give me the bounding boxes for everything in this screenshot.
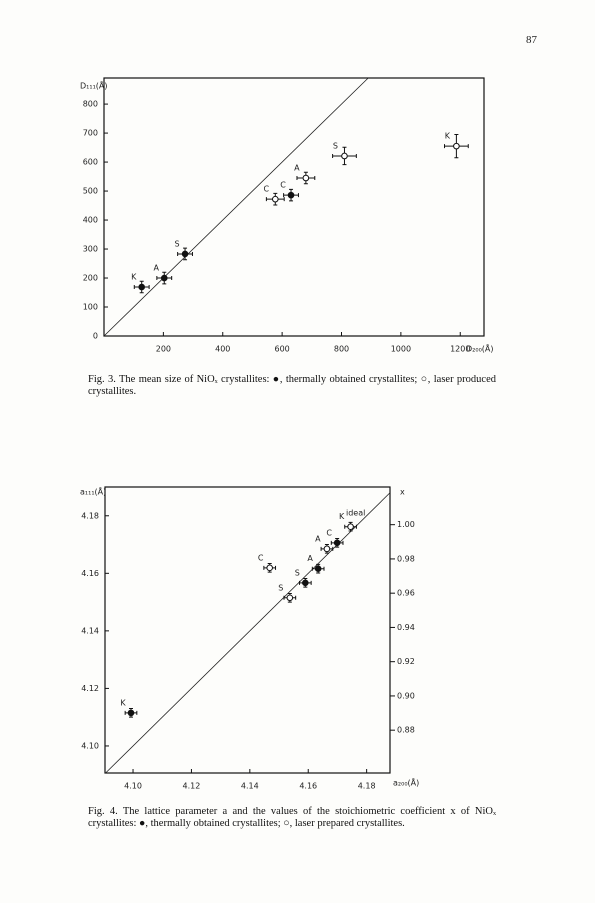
y2-tick-label: 0.94 <box>397 623 415 632</box>
data-point <box>302 579 309 587</box>
data-point <box>271 195 279 203</box>
point-label: S <box>295 568 300 577</box>
caption: Fig. 3. The mean size of NiOₓ crystallit… <box>88 374 496 397</box>
point-label: A <box>315 534 321 543</box>
y2-tick-label: 0.88 <box>397 726 415 735</box>
annotation: ideal <box>346 509 365 518</box>
data-point <box>287 191 295 199</box>
data-point <box>181 250 189 258</box>
x-tick-label: 4.14 <box>241 782 259 791</box>
plot-frame <box>104 486 391 774</box>
page-number: 87 <box>526 34 537 46</box>
y-tick-label: 4.18 <box>81 511 99 520</box>
plot-frame <box>103 77 485 337</box>
caption: Fig. 4. The lattice parameter a and the … <box>88 806 496 829</box>
y-tick-label: 4.12 <box>81 684 99 693</box>
point-label: S <box>278 583 283 592</box>
x-tick-label: 1200 <box>450 345 470 354</box>
y-tick-label: 200 <box>83 274 98 283</box>
y-tick-label: 300 <box>83 245 98 254</box>
point-label: A <box>307 554 313 563</box>
data-point <box>333 539 341 547</box>
y-tick-label: 600 <box>83 158 98 167</box>
x-tick-label: 1000 <box>391 345 411 354</box>
y-tick-label: 800 <box>83 100 98 109</box>
y2-tick-label: 1.00 <box>397 520 415 529</box>
data-point <box>127 709 135 717</box>
data-point <box>323 545 331 553</box>
x-tick-label: 800 <box>334 345 349 354</box>
data-point <box>453 142 460 150</box>
x-tick-label: 4.16 <box>299 782 317 791</box>
y-axis-label: a₁₁₁(Å) <box>80 486 106 497</box>
point-label: C <box>326 528 332 537</box>
x-tick-label: 200 <box>156 345 171 354</box>
y-axis-label: D₁₁₁(Å) <box>80 80 108 91</box>
data-point <box>286 594 294 602</box>
x-tick-label: 4.12 <box>183 782 201 791</box>
x-axis-label: a₂₀₀(Å) <box>393 777 419 788</box>
y2-tick-label: 0.90 <box>397 691 415 700</box>
ideal-line <box>105 492 391 774</box>
point-label: A <box>154 264 160 273</box>
y2-tick-label: 0.98 <box>397 554 415 563</box>
point-label: C <box>258 553 264 562</box>
y-tick-label: 500 <box>83 187 98 196</box>
point-label: K <box>445 132 451 141</box>
data-point <box>341 152 348 160</box>
y2-tick-label: 0.96 <box>397 589 415 598</box>
y-tick-label: 4.16 <box>81 569 99 578</box>
x-axis-label: D₂₀₀(Å) <box>466 343 494 354</box>
point-label: K <box>339 512 345 521</box>
y2-tick-label: 0.92 <box>397 657 415 666</box>
data-point <box>160 274 168 282</box>
y-tick-label: 4.10 <box>81 741 99 750</box>
point-label: S <box>175 239 180 248</box>
x-tick-label: 4.18 <box>358 782 376 791</box>
y-tick-label: 400 <box>83 216 98 225</box>
point-label: K <box>120 698 126 707</box>
data-point <box>138 283 146 291</box>
y-tick-label: 4.14 <box>81 626 99 635</box>
x-tick-label: 400 <box>215 345 230 354</box>
x-tick-label: 4.10 <box>124 782 142 791</box>
point-label: A <box>294 164 300 173</box>
point-label: C <box>264 185 270 194</box>
y2-axis-label: x <box>400 488 405 497</box>
point-label: C <box>280 181 286 190</box>
ideal-line <box>103 77 369 337</box>
data-point <box>302 174 310 182</box>
y-tick-label: 100 <box>83 303 98 312</box>
data-point <box>266 564 273 572</box>
data-point <box>347 523 354 531</box>
point-label: K <box>131 273 137 282</box>
y-tick-label: 700 <box>83 129 98 138</box>
y-tick-label: 0 <box>93 332 98 341</box>
point-label: S <box>333 141 338 150</box>
x-tick-label: 600 <box>274 345 289 354</box>
data-point <box>314 565 322 573</box>
